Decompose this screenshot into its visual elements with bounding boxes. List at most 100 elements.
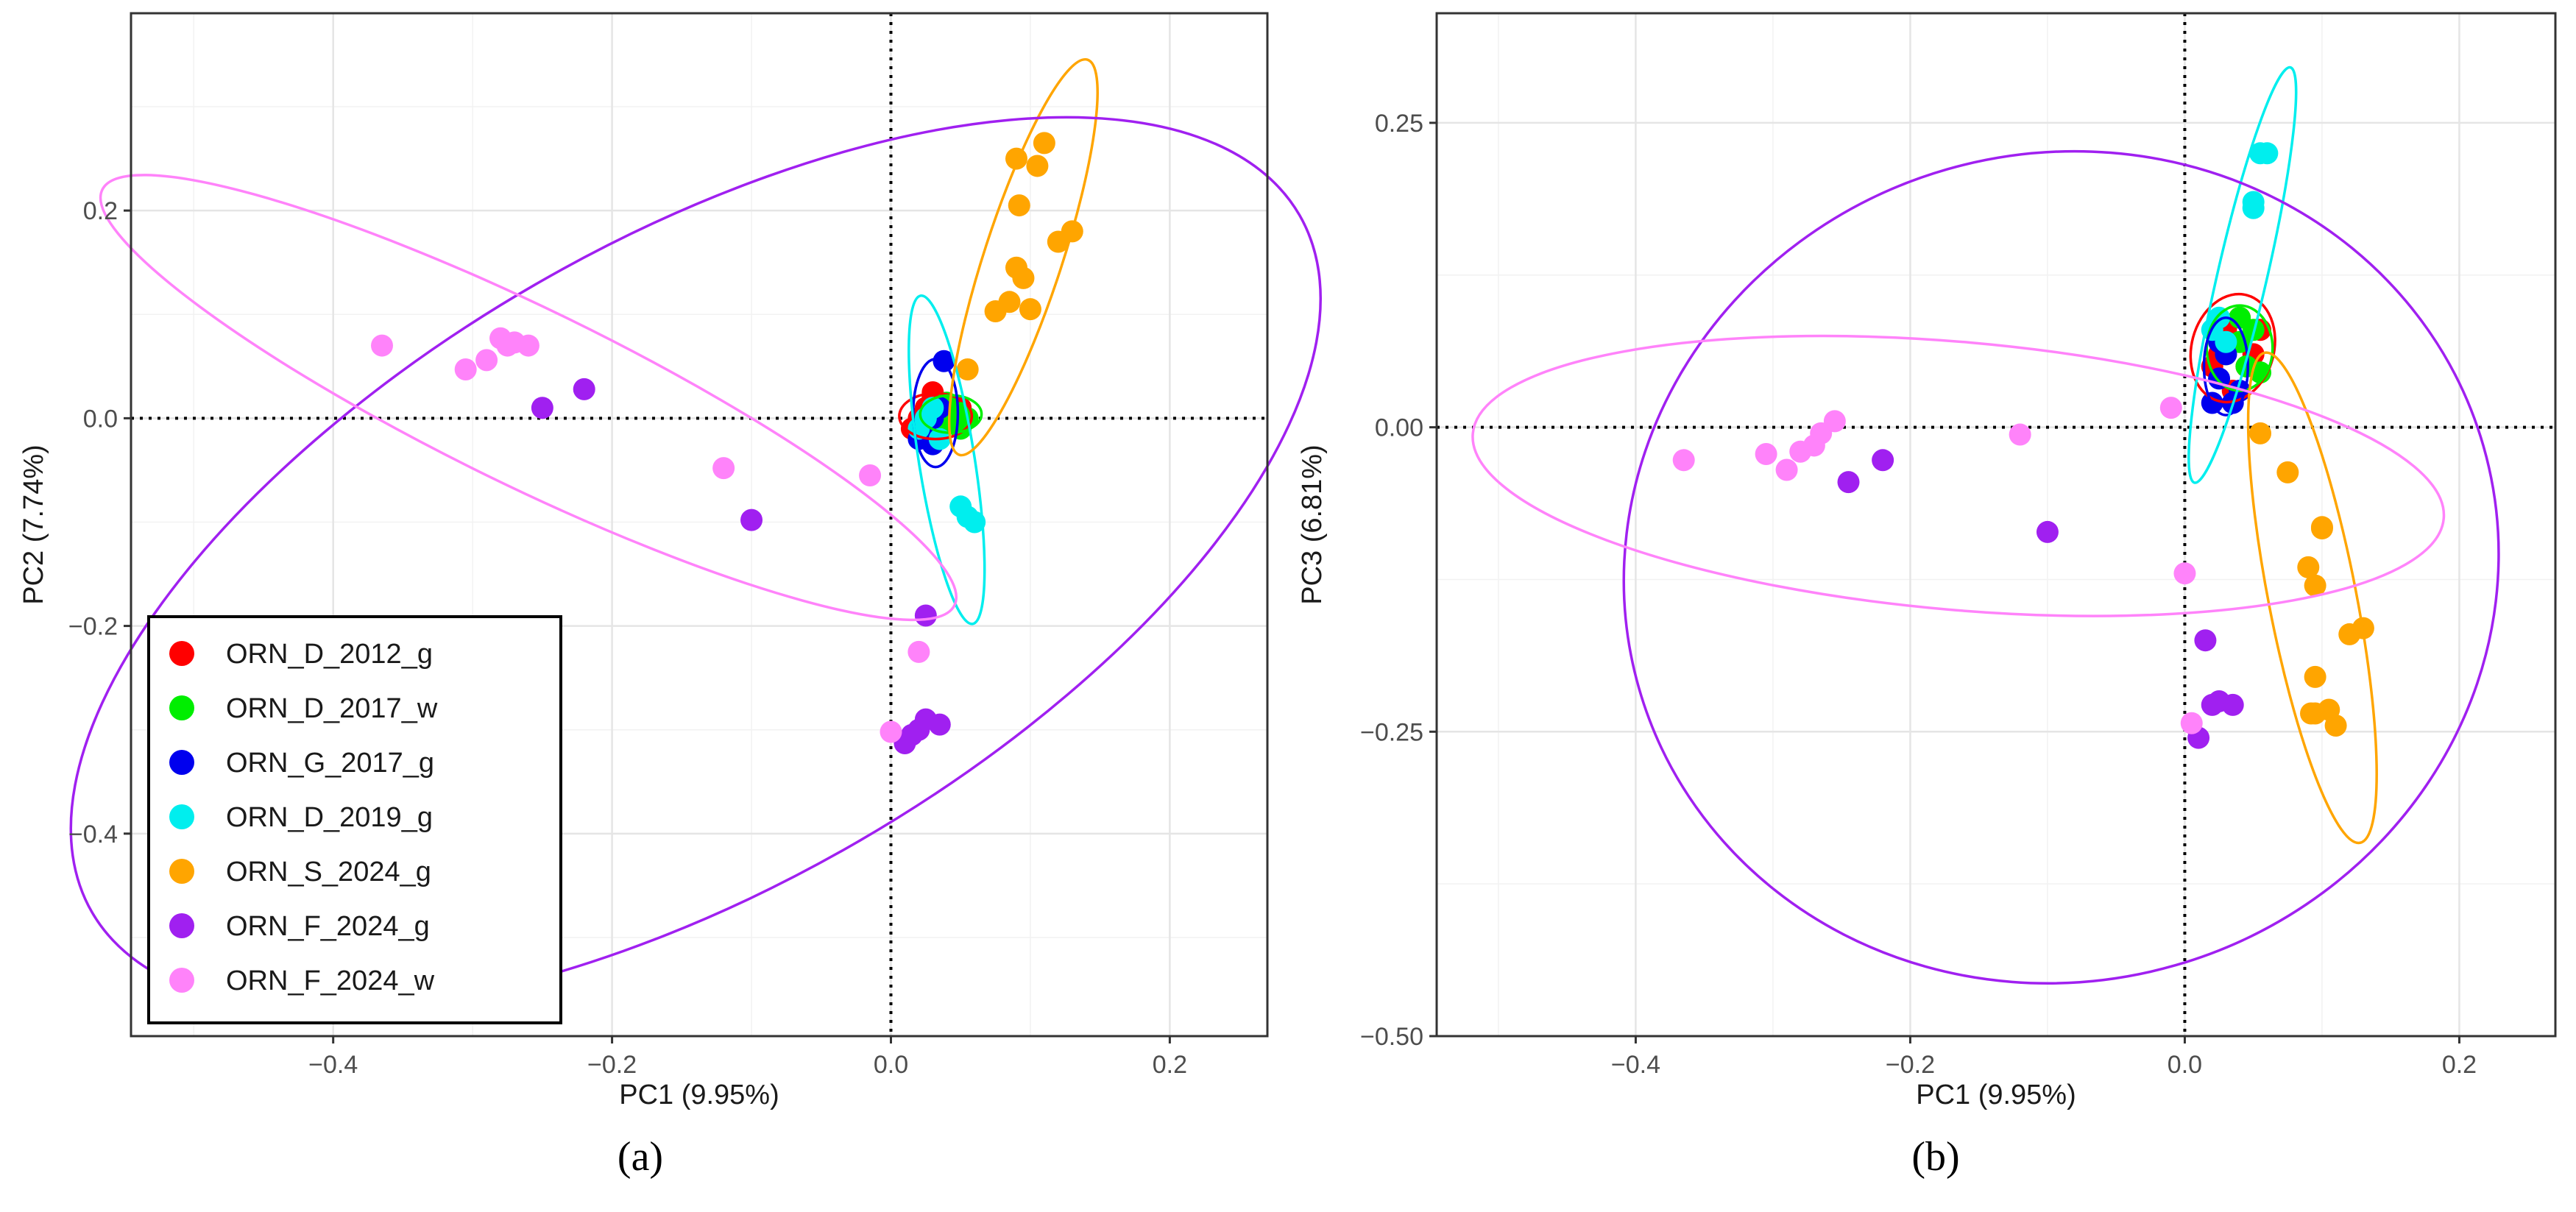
data-point xyxy=(2297,556,2320,578)
legend-swatch xyxy=(169,641,194,666)
y-tick-label: 0.25 xyxy=(1375,110,1423,138)
data-point xyxy=(2221,693,2244,716)
legend-label: ORN_F_2024_g xyxy=(226,911,430,942)
data-point xyxy=(963,511,986,534)
ellipse-ORN_F_2024_g xyxy=(1622,149,2500,985)
y-axis-label: PC3 (6.81%) xyxy=(1297,444,1328,605)
data-point xyxy=(998,291,1021,313)
ellipse-ORN_D_2019_g xyxy=(907,294,986,626)
data-point xyxy=(2194,629,2217,652)
series-ORN_S_2024_g xyxy=(2249,422,2374,737)
y-tick-label: 0.00 xyxy=(1375,414,1423,442)
data-point xyxy=(2304,574,2326,597)
data-point xyxy=(1755,443,1777,466)
data-points xyxy=(1672,142,2374,749)
ellipse-ORN_D_2012_g xyxy=(898,391,974,441)
data-point xyxy=(2256,142,2279,165)
ellipse-ORN_S_2024_g xyxy=(2246,351,2378,845)
chart-panel-b: −0.4 −0.2 0.0 0.2 −0.50 −0.25 0.00 0.25 PC1 (9.9… xyxy=(1297,12,2557,1180)
data-point xyxy=(1012,266,1035,289)
legend: ORN_D_2012_g ORN_D_2017_w ORN_G_2017_g ORN_… xyxy=(147,615,562,1024)
data-point xyxy=(2310,516,2333,539)
data-point xyxy=(1775,458,1798,481)
legend-swatch xyxy=(169,968,194,993)
data-point xyxy=(2159,397,2182,419)
series-ORN_S_2024_g xyxy=(956,132,1083,381)
x-tick-label: −0.4 xyxy=(308,1051,358,1079)
data-point xyxy=(1823,410,1846,433)
confidence-ellipses xyxy=(1471,65,2500,985)
y-tick-label: −0.2 xyxy=(68,613,118,641)
series-ORN_D_2019_g xyxy=(2201,142,2279,353)
data-point xyxy=(1672,449,1695,472)
series-ORN_F_2024_g xyxy=(531,378,951,755)
x-tick-label: −0.2 xyxy=(587,1051,637,1079)
panel-label: (b) xyxy=(1911,1134,1959,1180)
legend-item: ORN_S_2024_g xyxy=(169,857,431,887)
legend-item: ORN_F_2024_g xyxy=(169,911,430,942)
y-tick-label: 0.0 xyxy=(83,405,118,433)
series-ORN_F_2024_w xyxy=(371,327,930,743)
legend-swatch xyxy=(169,750,194,775)
x-tick-label: 0.0 xyxy=(2168,1051,2202,1079)
ellipse-ORN_F_2024_g xyxy=(69,116,1323,1012)
x-axis-label: PC1 (9.95%) xyxy=(619,1080,779,1110)
data-point xyxy=(2009,423,2031,446)
x-tick-label: −0.2 xyxy=(1886,1051,1935,1079)
legend-swatch xyxy=(169,859,194,884)
x-tick-label: 0.0 xyxy=(874,1051,908,1079)
data-point xyxy=(1837,471,1860,494)
legend-item: ORN_G_2017_g xyxy=(169,748,434,779)
data-point xyxy=(2215,330,2237,353)
legend-label: ORN_S_2024_g xyxy=(226,857,431,887)
x-tick-label: 0.2 xyxy=(2442,1051,2477,1079)
data-point xyxy=(573,378,595,400)
data-point xyxy=(880,720,902,743)
data-point xyxy=(371,334,394,357)
ellipse-ORN_D_2019_g xyxy=(2187,65,2298,484)
data-point xyxy=(2173,562,2196,585)
data-point xyxy=(454,358,477,381)
data-point xyxy=(1019,298,1041,321)
data-point xyxy=(956,358,979,381)
ellipse-ORN_F_2024_w xyxy=(1471,334,2446,617)
data-point xyxy=(531,397,553,419)
data-point xyxy=(2036,520,2059,543)
y-tick-label: −0.50 xyxy=(1360,1023,1423,1051)
legend-item: ORN_D_2012_g xyxy=(169,639,433,670)
data-point xyxy=(475,349,498,372)
data-point xyxy=(928,713,951,736)
x-tick-label: 0.2 xyxy=(1153,1051,1187,1079)
chart-panel-a: −0.4 −0.2 0.0 0.2 −0.4 −0.2 0.0 0.2 PC1 (9.95%) P… xyxy=(18,12,1323,1180)
series-ORN_F_2024_g xyxy=(1837,449,2244,749)
data-point xyxy=(859,464,882,486)
panel-label: (a) xyxy=(618,1134,663,1180)
legend-label: ORN_D_2019_g xyxy=(226,802,433,833)
data-point xyxy=(2201,693,2223,716)
data-point xyxy=(2180,712,2203,734)
data-point xyxy=(2242,196,2265,219)
data-point xyxy=(1033,132,1055,155)
legend-item: ORN_D_2019_g xyxy=(169,802,433,833)
legend-label: ORN_D_2012_g xyxy=(226,639,433,670)
data-point xyxy=(712,457,735,480)
legend-swatch xyxy=(169,804,194,829)
x-axis-label: PC1 (9.95%) xyxy=(1916,1080,2076,1110)
data-point xyxy=(914,604,937,627)
data-point xyxy=(517,334,539,357)
data-point xyxy=(907,640,930,663)
plot-border xyxy=(130,12,1269,1038)
legend-label: ORN_D_2017_w xyxy=(226,693,438,724)
legend-item: ORN_D_2017_w xyxy=(169,693,438,724)
data-point xyxy=(2304,665,2326,688)
y-axis-label: PC2 (7.74%) xyxy=(18,444,49,605)
data-point xyxy=(2249,422,2272,444)
legend-swatch xyxy=(169,913,194,938)
data-point xyxy=(1008,194,1030,217)
data-point xyxy=(2304,702,2326,725)
data-point xyxy=(2229,306,2251,329)
confidence-ellipses xyxy=(69,57,1323,1012)
plot-border xyxy=(1435,12,2557,1038)
legend-label: ORN_F_2024_w xyxy=(226,965,435,996)
